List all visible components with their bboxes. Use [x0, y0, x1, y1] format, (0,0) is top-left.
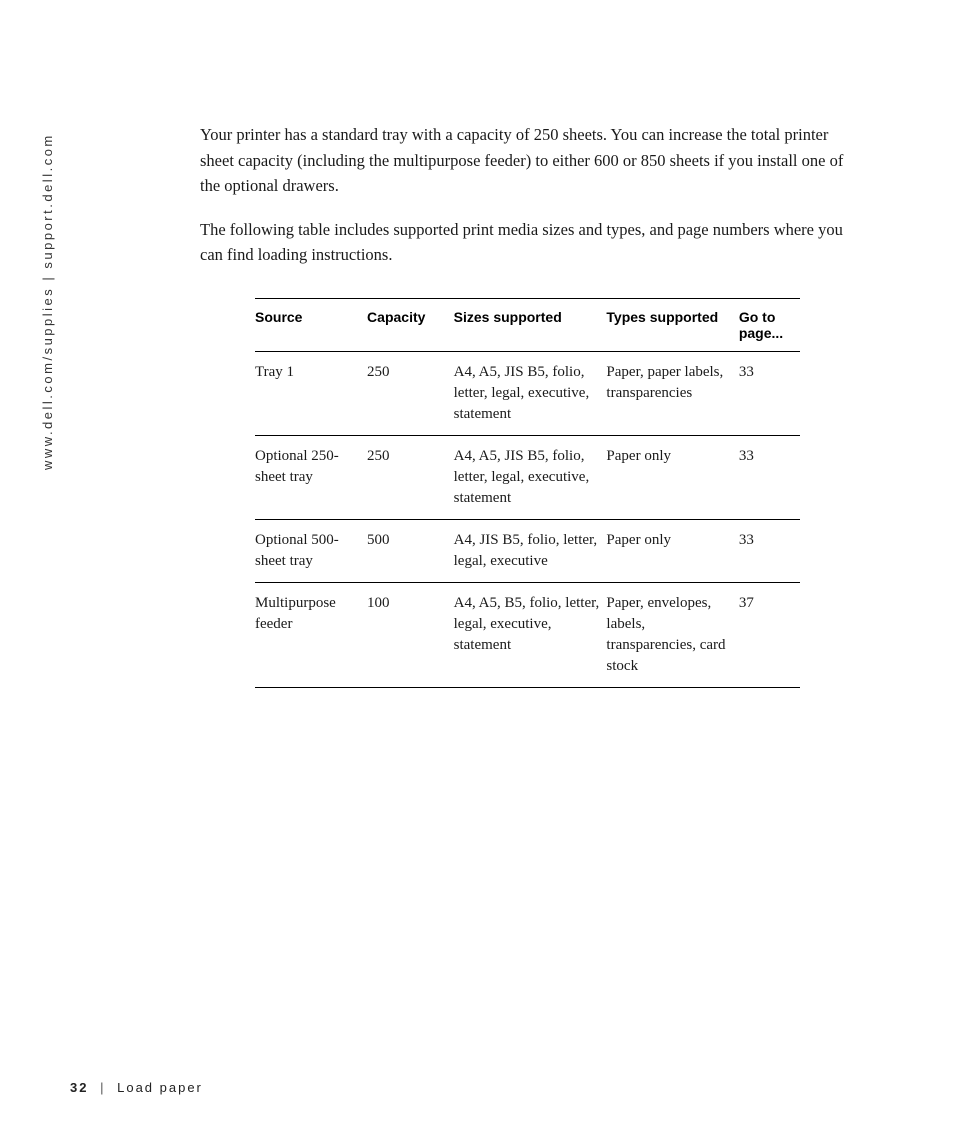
col-header-page: Go to page... [739, 298, 800, 351]
table-row: Optional 250-sheet tray 250 A4, A5, JIS … [255, 435, 800, 519]
cell-source: Multipurpose feeder [255, 582, 367, 687]
page-number: 32 [70, 1080, 88, 1095]
cell-source: Optional 250-sheet tray [255, 435, 367, 519]
table-row: Tray 1 250 A4, A5, JIS B5, folio, letter… [255, 351, 800, 435]
col-header-types: Types supported [606, 298, 738, 351]
cell-types: Paper, paper labels, transparencies [606, 351, 738, 435]
col-header-capacity: Capacity [367, 298, 454, 351]
sidebar-url-text: www.dell.com/supplies | support.dell.com [40, 133, 55, 470]
cell-page: 33 [739, 435, 800, 519]
cell-sizes: A4, A5, JIS B5, folio, letter, legal, ex… [454, 435, 607, 519]
cell-capacity: 250 [367, 351, 454, 435]
footer-divider: | [100, 1080, 105, 1095]
cell-page: 33 [739, 519, 800, 582]
table-row: Multipurpose feeder 100 A4, A5, B5, foli… [255, 582, 800, 687]
cell-page: 37 [739, 582, 800, 687]
cell-source: Tray 1 [255, 351, 367, 435]
table-row: Optional 500-sheet tray 500 A4, JIS B5, … [255, 519, 800, 582]
col-header-sizes: Sizes supported [454, 298, 607, 351]
col-header-source: Source [255, 298, 367, 351]
page-footer: 32 | Load paper [70, 1080, 203, 1095]
main-content: Your printer has a standard tray with a … [200, 122, 850, 688]
cell-capacity: 250 [367, 435, 454, 519]
media-table: Source Capacity Sizes supported Types su… [255, 298, 800, 688]
intro-paragraph-1: Your printer has a standard tray with a … [200, 122, 850, 199]
cell-page: 33 [739, 351, 800, 435]
section-title: Load paper [117, 1080, 203, 1095]
cell-source: Optional 500-sheet tray [255, 519, 367, 582]
cell-types: Paper only [606, 519, 738, 582]
table-header-row: Source Capacity Sizes supported Types su… [255, 298, 800, 351]
cell-types: Paper only [606, 435, 738, 519]
cell-sizes: A4, A5, JIS B5, folio, letter, legal, ex… [454, 351, 607, 435]
intro-paragraph-2: The following table includes supported p… [200, 217, 850, 268]
cell-types: Paper, envelopes, labels, transparencies… [606, 582, 738, 687]
cell-capacity: 500 [367, 519, 454, 582]
cell-sizes: A4, A5, B5, folio, letter, legal, execut… [454, 582, 607, 687]
cell-sizes: A4, JIS B5, folio, letter, legal, execut… [454, 519, 607, 582]
cell-capacity: 100 [367, 582, 454, 687]
